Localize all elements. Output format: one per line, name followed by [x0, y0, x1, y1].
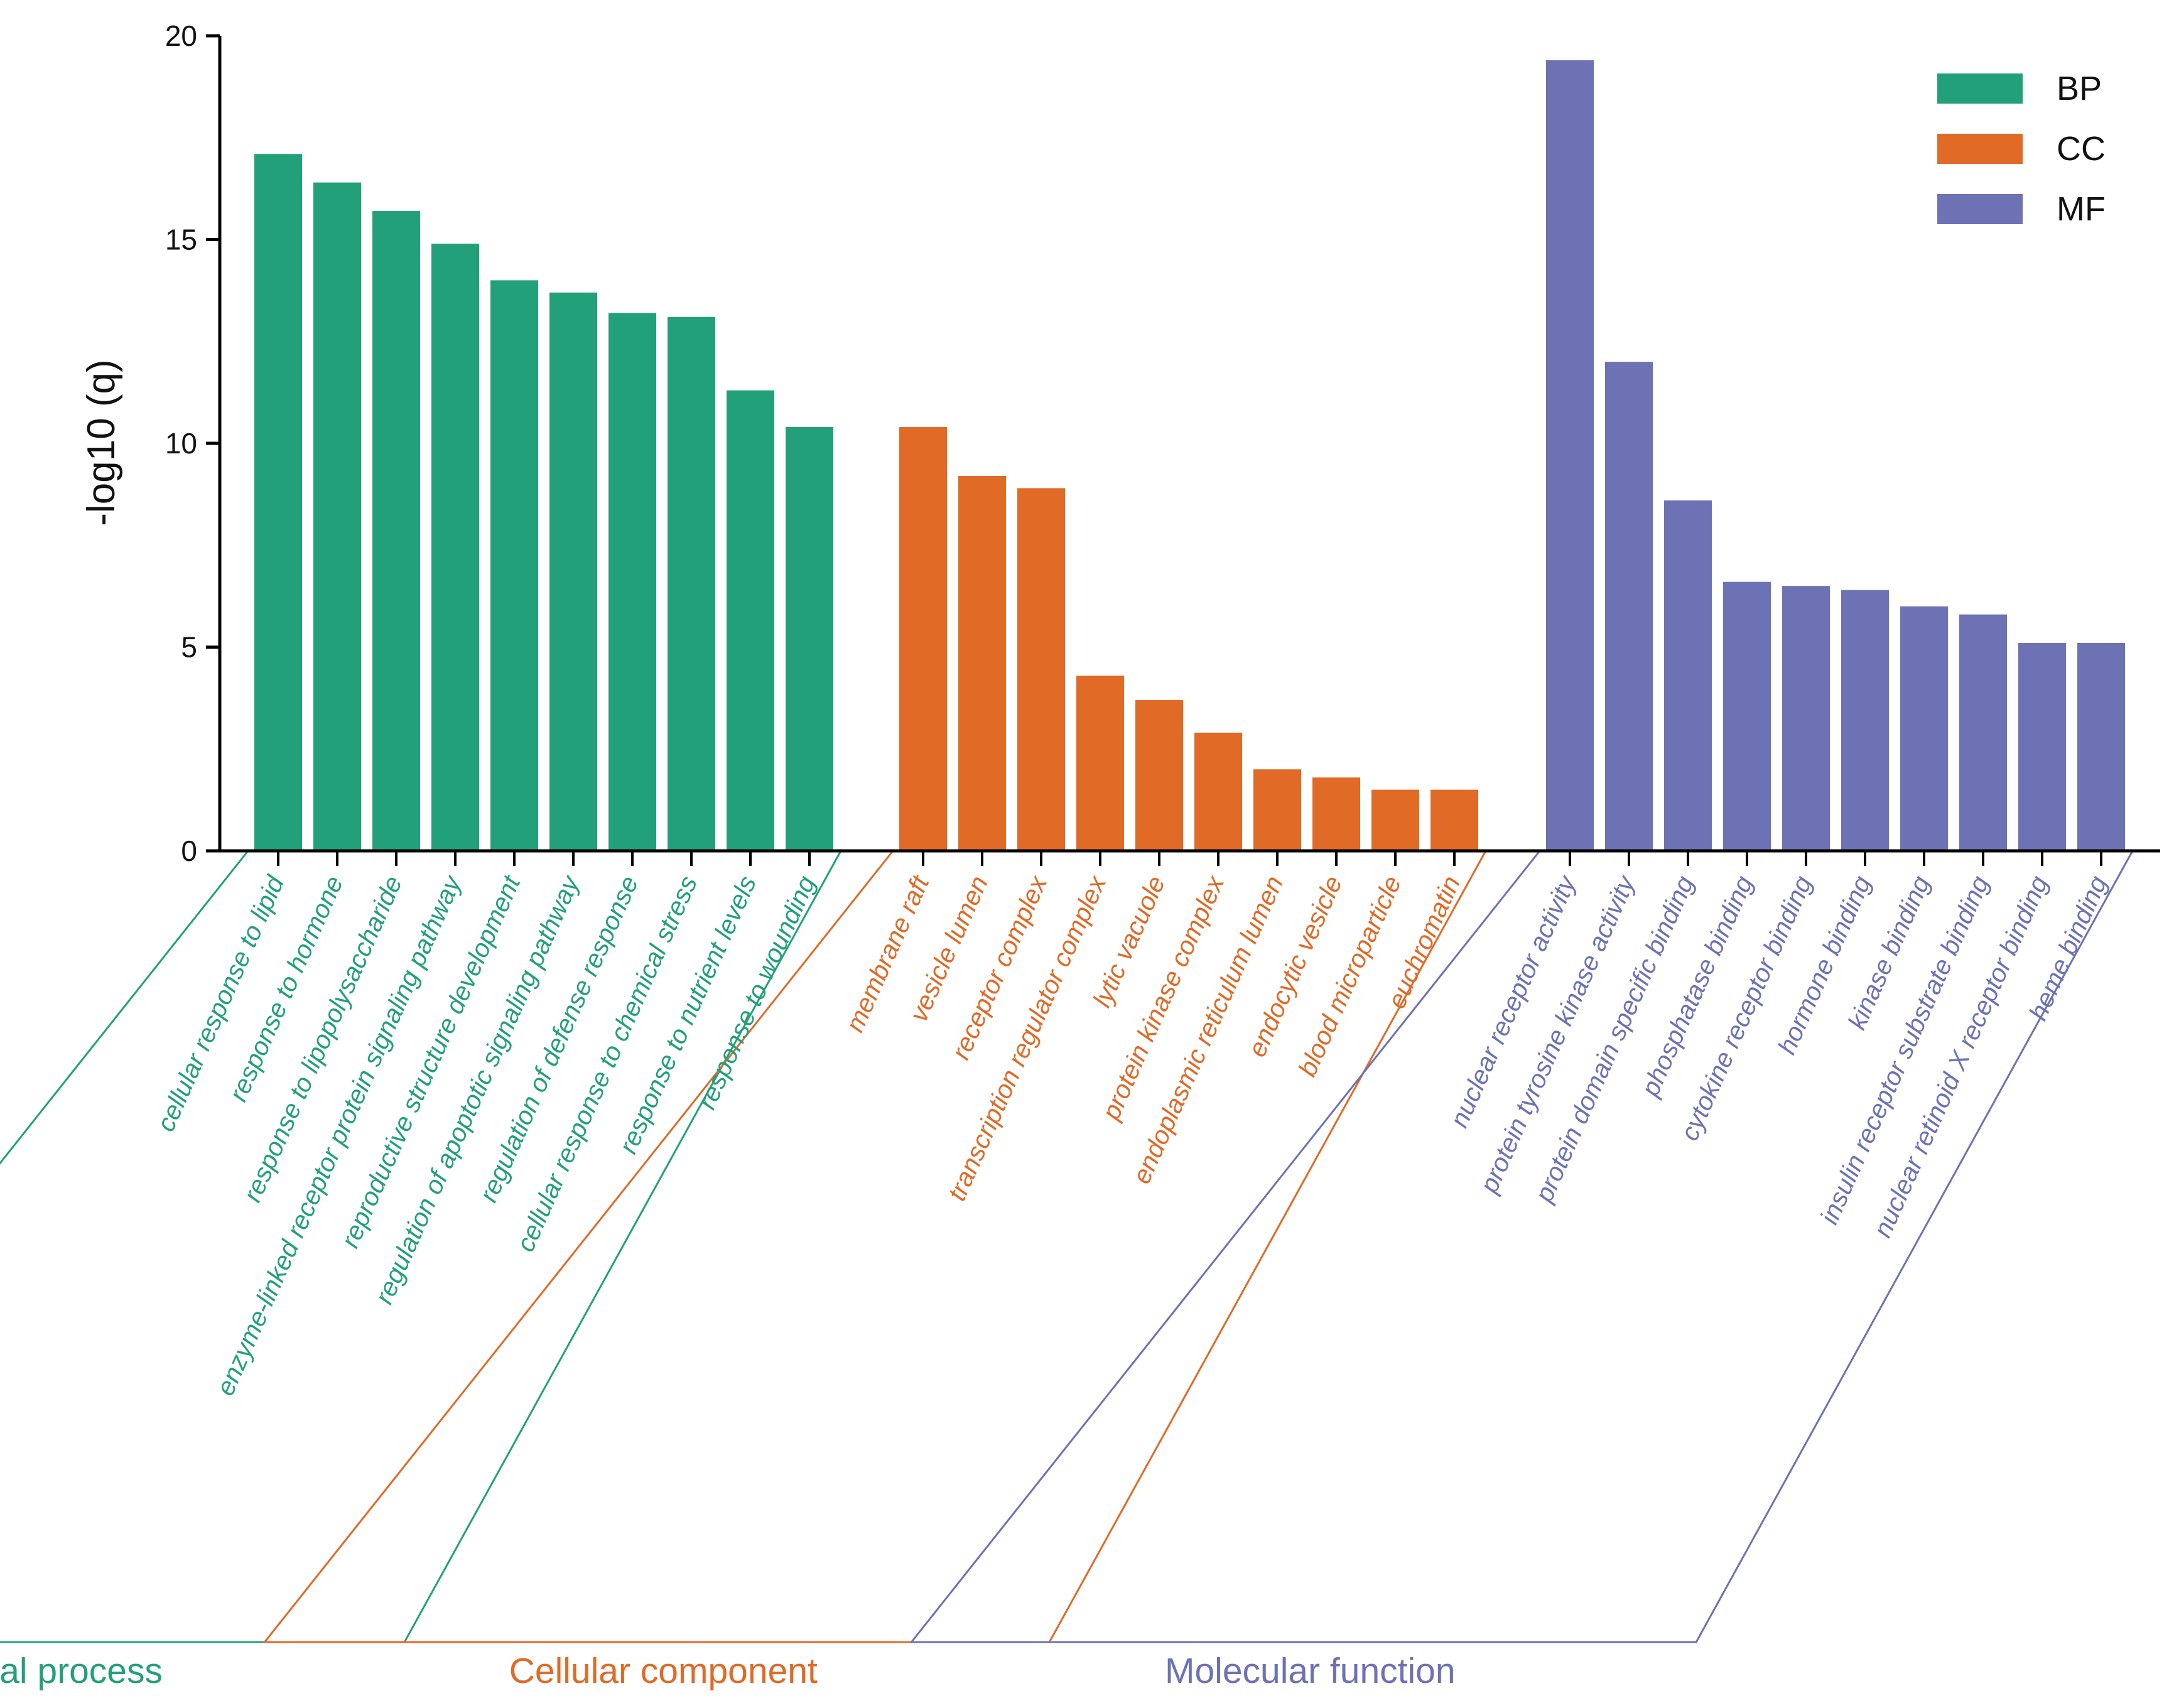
group-frames	[0, 850, 2134, 1643]
bar-cc	[1017, 488, 1065, 851]
bar-bp	[727, 390, 774, 851]
bar-mf	[1959, 614, 2007, 851]
group-frame-cc	[262, 850, 1487, 1643]
bar-cc	[899, 427, 947, 851]
group-label-cc: Cellular component	[509, 1651, 818, 1691]
bar-mf	[2077, 643, 2125, 851]
x-ticks	[277, 851, 2102, 866]
y-tick-label: 10	[165, 427, 197, 460]
bar-cc	[1135, 700, 1183, 851]
bar-cc	[1371, 789, 1419, 851]
group-frame-bp	[0, 850, 842, 1643]
bar-bp	[431, 243, 479, 851]
bar-bp	[313, 182, 361, 851]
bar-cc	[1076, 675, 1124, 851]
y-axis: 0 5 10 15 20	[165, 19, 222, 867]
bar-bp	[608, 313, 656, 851]
bar-bp	[668, 316, 715, 851]
legend-swatch-bp	[1937, 73, 2023, 104]
bar-cc	[1430, 789, 1478, 851]
bar-mf	[2018, 643, 2066, 851]
bar-cc	[1312, 777, 1360, 851]
bar-bp	[490, 280, 538, 851]
y-tick-label: 15	[165, 224, 197, 256]
bar-mf	[1782, 586, 1830, 851]
legend-label-mf: MF	[2057, 190, 2106, 228]
bar-cc	[1253, 769, 1301, 851]
legend: BP CC MF	[1937, 70, 2106, 228]
bar-mf	[1546, 60, 1594, 851]
y-tick-label: 20	[165, 19, 197, 52]
bar-bp	[549, 292, 597, 851]
group-labels: Biological process Cellular component Mole…	[0, 1651, 1456, 1691]
group-frame-mf	[909, 850, 2134, 1643]
y-tick-label: 0	[181, 835, 197, 867]
group-label-mf: Molecular function	[1165, 1651, 1456, 1691]
bar-bp	[786, 427, 833, 851]
bar-mf	[1900, 606, 1948, 851]
bars	[254, 60, 2125, 851]
y-tick-label: 5	[181, 631, 197, 664]
bar-bp	[372, 211, 420, 851]
legend-label-cc: CC	[2057, 130, 2106, 168]
group-label-bp: Biological process	[0, 1651, 163, 1691]
bar-bp	[254, 154, 302, 851]
legend-swatch-cc	[1937, 134, 2023, 164]
bar-mf	[1841, 590, 1889, 851]
bar-mf	[1664, 500, 1712, 851]
bar-mf	[1605, 362, 1653, 851]
bar-mf	[1723, 581, 1771, 851]
bar-cc	[1194, 732, 1242, 851]
y-axis-title: -log10 (q)	[80, 359, 123, 526]
bar-cc	[958, 475, 1006, 851]
legend-swatch-mf	[1937, 194, 2023, 224]
legend-label-bp: BP	[2057, 70, 2102, 107]
